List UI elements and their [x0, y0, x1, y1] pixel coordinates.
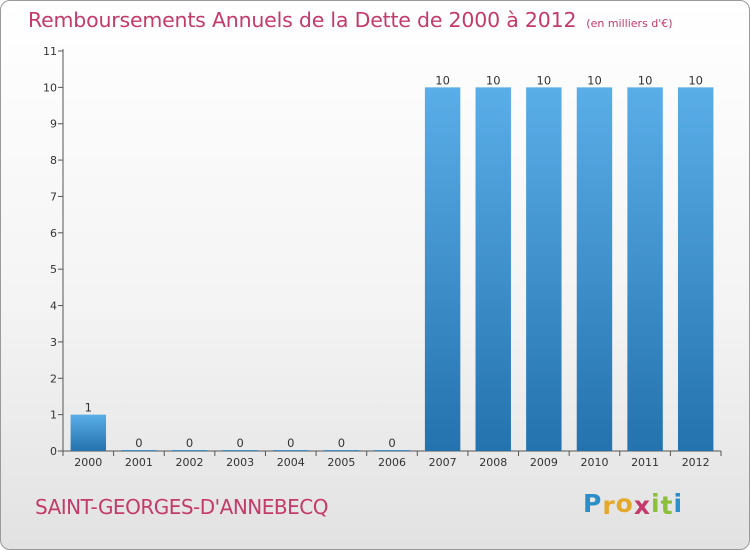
y-tick-label: 9	[50, 118, 57, 131]
bar	[374, 450, 410, 451]
y-tick-label: 7	[50, 190, 57, 203]
title-text: Remboursements Annuels de la Dette de 20…	[28, 8, 577, 32]
bar-value-label: 0	[338, 436, 345, 450]
y-tick-label: 10	[43, 81, 57, 94]
y-tick-label: 1	[50, 409, 57, 422]
bar	[677, 87, 714, 451]
x-tick-label: 2002	[176, 456, 204, 469]
x-tick-label: 2004	[277, 456, 305, 469]
logo-letter: P	[583, 489, 603, 518]
bar-value-label: 1	[85, 401, 92, 415]
bar	[627, 87, 663, 451]
y-axis: 0 1 2 3 4 5 6 7 8 9 10 11	[43, 45, 64, 458]
x-tick-label: 2000	[74, 456, 102, 469]
bars: 10 0 0 0 0 010 10 10 10 10 10	[70, 73, 714, 451]
title-unit: (en milliers d'€)	[586, 17, 673, 30]
y-tick-label: 8	[50, 154, 57, 167]
x-axis: 2000 2001 2002 2003 2004 2005 2006 2007 2008 2009…	[62, 450, 722, 469]
y-tick-label: 0	[50, 445, 57, 458]
y-tick-label: 3	[50, 336, 57, 349]
y-tick-label: 5	[50, 263, 57, 276]
logo-letter: i	[651, 489, 661, 518]
x-tick-label: 2003	[226, 456, 254, 469]
bar-value-label: 10	[688, 73, 703, 87]
x-tick-label: 2011	[631, 456, 659, 469]
x-tick-label: 2006	[378, 456, 406, 469]
x-tick-label: 2012	[682, 456, 710, 469]
chart-title: Remboursements Annuels de la Dette de 20…	[28, 8, 673, 32]
bar	[526, 87, 562, 451]
x-tick-label: 2008	[479, 456, 507, 469]
bar	[576, 87, 613, 451]
bar-value-label: 0	[287, 436, 294, 450]
bar	[70, 414, 107, 451]
y-tick-label: 6	[50, 227, 57, 240]
bar-value-label: 0	[236, 436, 243, 450]
bar-value-label: 0	[135, 436, 142, 450]
x-tick-label: 2010	[580, 456, 608, 469]
bar	[171, 450, 208, 451]
bar-value-label: 10	[486, 73, 501, 87]
bar-value-label: 0	[186, 436, 193, 450]
bar-value-label: 10	[587, 73, 602, 87]
bar	[222, 450, 258, 451]
bar	[273, 450, 309, 451]
bar	[475, 87, 511, 451]
logo-letter: i	[673, 489, 684, 518]
x-tick-label: 2009	[530, 456, 558, 469]
logo-letter: r	[602, 491, 616, 520]
x-tick-label: 2005	[327, 456, 355, 469]
bar-value-label: 10	[537, 73, 552, 87]
bar-value-label: 10	[435, 73, 450, 87]
logo-letter: x	[633, 491, 651, 520]
y-tick-label: 4	[50, 300, 57, 313]
proxiti-logo: Proxiti	[583, 489, 684, 520]
bar-value-label: 10	[638, 73, 653, 87]
bar-value-label: 0	[388, 436, 395, 450]
logo-letter: t	[660, 491, 674, 520]
y-tick-label: 2	[50, 372, 57, 385]
x-tick-label: 2007	[429, 456, 457, 469]
y-tick-label: 11	[43, 45, 57, 58]
x-tick-label: 2001	[125, 456, 153, 469]
logo-letter: o	[615, 489, 634, 518]
bar	[121, 450, 157, 451]
bar	[323, 450, 360, 451]
commune-name: SAINT-GEORGES-D'ANNEBECQ	[35, 495, 328, 519]
bar	[424, 87, 461, 451]
